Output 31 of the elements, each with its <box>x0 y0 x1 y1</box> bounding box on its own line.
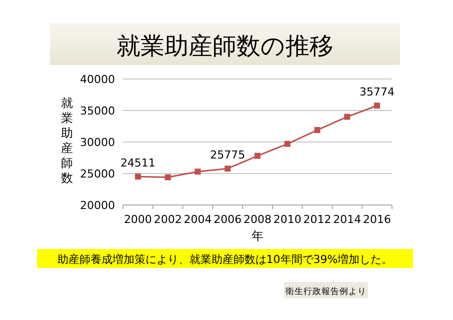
y-tick-label: 25000 <box>80 168 115 180</box>
x-axis-title: 年 <box>252 229 264 243</box>
point <box>344 114 350 120</box>
y-axis-title: 就業助産師数 <box>61 96 73 185</box>
y-tick-label: 30000 <box>80 136 115 149</box>
x-tick-label: 2008 <box>244 213 272 226</box>
y-tick-label: 35000 <box>80 104 115 118</box>
x-tick-label: 2006 <box>214 213 242 226</box>
x-tick-label: 2002 <box>154 213 182 226</box>
point <box>134 174 141 180</box>
y-tick-label: 40000 <box>80 73 115 86</box>
x-tick-label: 2016 <box>363 213 392 226</box>
x-tick-label: 2000 <box>124 213 152 226</box>
text: 助産師養成増加策により、就業助産師数は10年間で39%増加した。 <box>57 253 393 266</box>
x-tick-label: 2014 <box>333 213 362 226</box>
point <box>224 166 231 172</box>
point <box>374 102 380 109</box>
data-label: 25775 <box>210 148 246 162</box>
point <box>254 152 260 159</box>
x-tick-label: 2012 <box>303 213 332 226</box>
data-label: 24511 <box>120 156 156 170</box>
point <box>194 168 201 175</box>
x-tick-label: 2004 <box>184 213 212 226</box>
point <box>164 174 171 180</box>
data-label: 35774 <box>360 86 395 99</box>
y-tick-label: 20000 <box>80 199 115 212</box>
point <box>284 140 290 147</box>
x-tick-label: 2010 <box>273 213 302 226</box>
point <box>314 127 320 134</box>
chart-title: 就業助産師数の推移 <box>116 32 334 60</box>
text: 衛生行政報告例より <box>286 286 366 297</box>
